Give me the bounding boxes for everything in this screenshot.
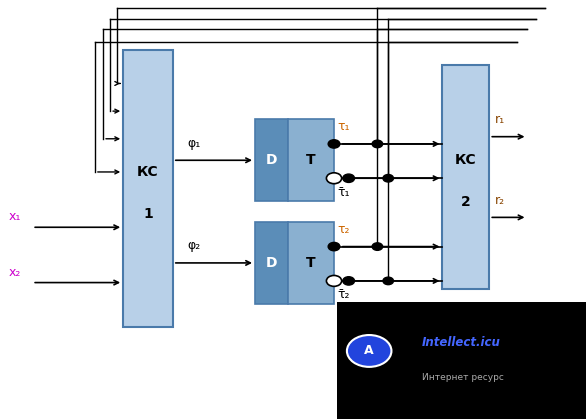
Bar [255, 222, 288, 304]
Bar [288, 222, 334, 304]
Text: Интернет ресурс: Интернет ресурс [422, 373, 504, 383]
Text: r₂: r₂ [495, 194, 505, 207]
Text: T: T [306, 153, 316, 167]
Bar [288, 119, 334, 201]
Text: x₁: x₁ [9, 210, 21, 223]
Text: D: D [266, 256, 277, 270]
Bar [255, 119, 288, 201]
Bar [123, 50, 173, 327]
Text: Intellect.icu: Intellect.icu [422, 336, 501, 349]
Circle shape [326, 173, 342, 184]
Text: x₂: x₂ [9, 266, 21, 279]
Text: 1: 1 [143, 207, 153, 221]
Circle shape [326, 275, 342, 286]
Text: 2: 2 [461, 195, 471, 209]
Bar [337, 302, 586, 419]
Text: τ̄₁: τ̄₁ [337, 186, 349, 199]
Text: КС: КС [137, 165, 159, 179]
Text: A: A [364, 344, 374, 357]
Circle shape [343, 277, 355, 285]
Circle shape [328, 242, 340, 251]
Text: τ₁: τ₁ [337, 120, 349, 133]
Circle shape [383, 174, 394, 182]
Circle shape [347, 335, 391, 367]
Text: D: D [266, 153, 277, 167]
Text: КС: КС [455, 153, 476, 167]
Text: φ₂: φ₂ [188, 239, 201, 252]
Text: φ₁: φ₁ [188, 137, 201, 150]
Text: r₁: r₁ [495, 113, 505, 126]
Text: τ₂: τ₂ [337, 223, 349, 236]
Bar [442, 65, 489, 289]
Circle shape [383, 277, 394, 285]
Text: τ̄₂: τ̄₂ [337, 288, 349, 301]
Circle shape [343, 174, 355, 182]
Text: T: T [306, 256, 316, 270]
Circle shape [328, 140, 340, 148]
Circle shape [372, 140, 383, 148]
Circle shape [372, 243, 383, 250]
